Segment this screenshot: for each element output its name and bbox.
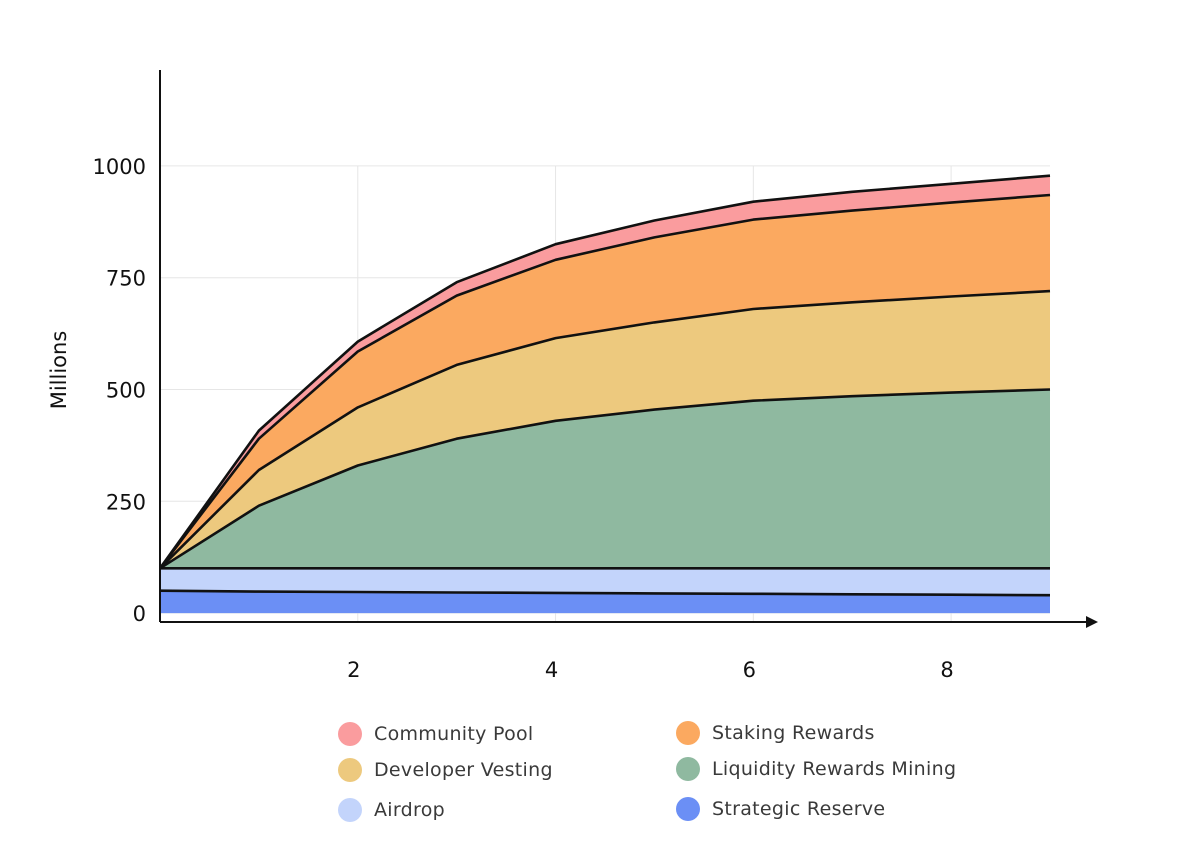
legend-item: Strategic Reserve <box>676 797 885 821</box>
legend-swatch <box>676 721 700 745</box>
line-developer-vesting <box>159 289 1051 570</box>
x-tick-labels: 2 4 6 8 <box>347 658 954 682</box>
line-strategic-reserve <box>159 589 1051 597</box>
y-tick-label: 500 <box>106 378 146 402</box>
legend-label: Strategic Reserve <box>712 798 886 820</box>
area-staking-rewards <box>160 195 1050 569</box>
area-strategic-reserve <box>160 590 1050 614</box>
legend-item: Liquidity Rewards Mining <box>676 757 956 781</box>
legend-label: Liquidity Rewards Mining <box>712 758 957 780</box>
y-tick-label: 1000 <box>93 155 146 179</box>
x-tick-label: 2 <box>347 658 360 682</box>
area-developer-vesting <box>160 291 1050 569</box>
line-community-pool <box>158 174 1051 570</box>
legend-label: Airdrop <box>374 799 445 821</box>
legend-label: Community Pool <box>374 723 534 745</box>
legend-item: Developer Vesting <box>338 758 553 782</box>
x-tick-label: 6 <box>743 658 756 682</box>
legend-item: Airdrop <box>338 798 445 822</box>
area-series <box>160 175 1050 614</box>
y-tick-label: 250 <box>106 490 146 514</box>
series-boundary-lines <box>158 174 1051 597</box>
legend-swatch <box>338 758 362 782</box>
x-tick-label: 4 <box>545 658 558 682</box>
legend-swatch <box>676 797 700 821</box>
legend-swatch <box>676 757 700 781</box>
x-axis-arrow-icon <box>1086 616 1098 628</box>
axes <box>159 70 1098 628</box>
area-liquidity-rewards-mining <box>160 389 1050 569</box>
legend-item: Community Pool <box>338 722 534 746</box>
legend-swatch <box>338 722 362 746</box>
line-liquidity-rewards-mining <box>159 388 1051 570</box>
legend-swatch <box>338 798 362 822</box>
y-tick-label: 0 <box>133 602 146 626</box>
legend-label: Developer Vesting <box>374 759 553 781</box>
y-tick-labels: 0 250 500 750 1000 <box>93 155 146 626</box>
y-tick-label: 750 <box>106 267 146 291</box>
line-staking-rewards <box>158 193 1051 570</box>
area-airdrop <box>160 568 1050 596</box>
y-axis-label: Millions <box>47 331 71 410</box>
legend: Community Pool Staking Rewards Developer V… <box>338 718 978 836</box>
legend-item: Staking Rewards <box>676 721 875 745</box>
legend-label: Staking Rewards <box>712 722 875 744</box>
x-tick-label: 8 <box>940 658 953 682</box>
